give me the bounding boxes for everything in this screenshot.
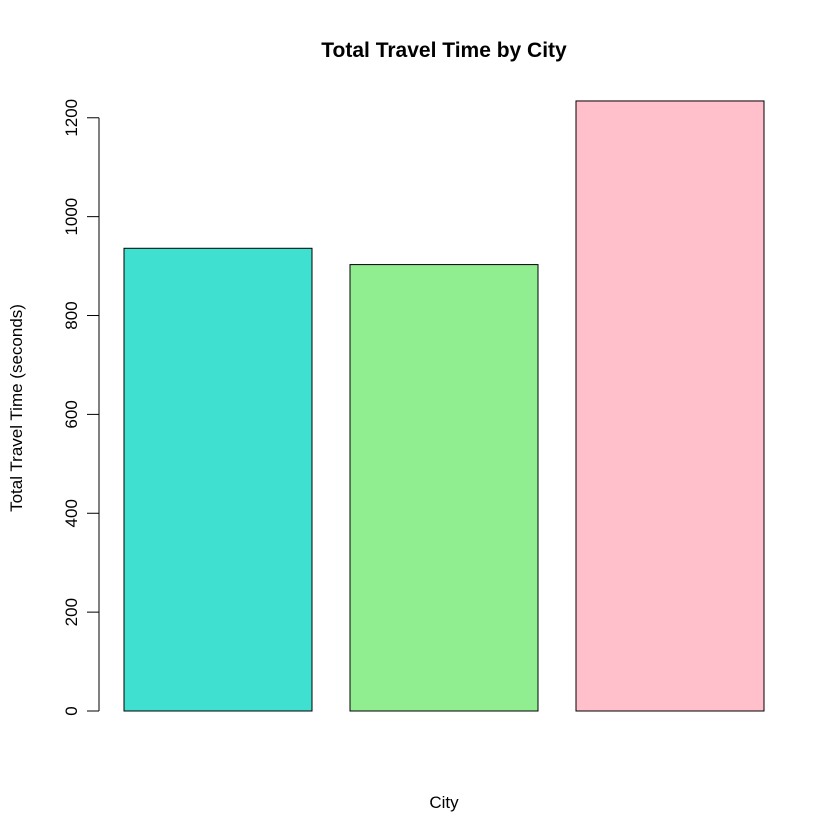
chart-title: Total Travel Time by City [321, 39, 567, 62]
y-axis-label: Total Travel Time (seconds) [7, 304, 26, 512]
y-tick-label: 200 [62, 598, 81, 626]
bar-1 [123, 247, 313, 712]
bars-group [123, 100, 765, 712]
bar-2 [349, 264, 539, 712]
y-tick-label: 0 [62, 706, 81, 715]
y-tick-label: 400 [62, 499, 81, 527]
y-axis: 0 200 400 600 800 1000 1200 [62, 99, 100, 716]
bar-3 [575, 100, 765, 712]
y-tick-label: 600 [62, 400, 81, 428]
y-tick-label: 1000 [62, 198, 81, 236]
y-tick-label: 1200 [62, 99, 81, 137]
y-tick-label: 800 [62, 301, 81, 329]
x-axis-label: City [429, 793, 459, 812]
